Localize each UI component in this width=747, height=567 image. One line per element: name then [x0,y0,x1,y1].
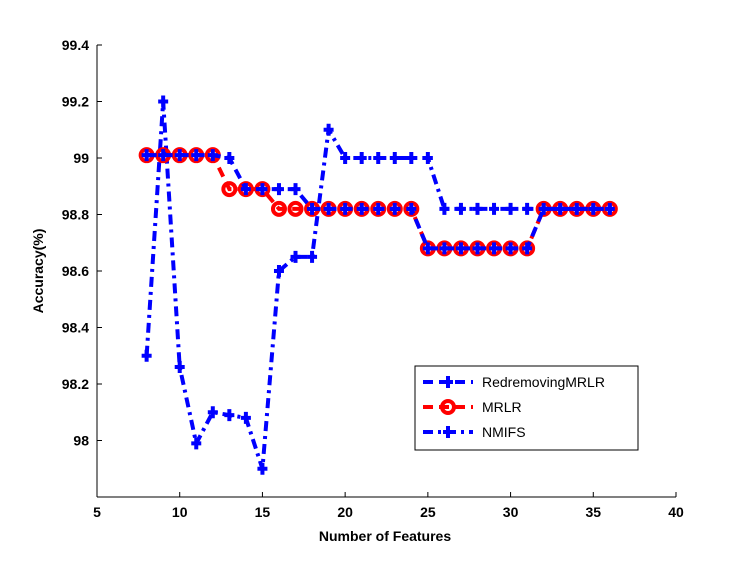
data-point [323,123,334,136]
y-tick-label: 98.2 [62,376,89,392]
data-point [588,202,599,215]
data-point [207,406,218,419]
data-point [323,202,334,215]
data-point [307,202,318,215]
data-point [221,181,238,198]
data-point [273,183,284,196]
data-point [158,95,169,108]
data-point [257,183,268,196]
data-point [439,242,450,255]
x-axis-label: Number of Features [319,528,451,544]
data-point [604,202,615,215]
legend-label: MRLR [482,399,522,415]
data-point [356,152,367,164]
legend-label: RedremovingMRLR [482,374,605,390]
y-tick-label: 98.6 [62,263,89,279]
data-point [406,202,417,215]
legend-label: NMIFS [482,424,526,440]
data-point [406,152,417,164]
data-point [340,202,351,215]
data-point [287,200,304,217]
data-point [224,152,235,164]
data-point [191,149,202,162]
series-redremovingmrlr [141,149,615,255]
data-point [141,149,152,162]
y-tick-label: 99 [73,150,89,166]
data-point [158,149,169,162]
data-point [290,250,301,263]
data-point [307,250,318,263]
data-point [555,202,566,215]
data-point [373,202,384,215]
data-point [389,202,400,215]
y-tick-label: 99.2 [62,94,89,110]
data-point [489,242,500,255]
data-point [472,202,483,215]
series-mrlr [138,147,618,257]
data-point [389,152,400,164]
y-tick-label: 99.4 [62,37,89,53]
x-tick-label: 30 [503,504,519,520]
x-tick-label: 15 [255,504,271,520]
legend-marker [443,376,453,388]
data-point [522,242,533,255]
legend-marker [440,399,456,415]
data-point [141,349,152,362]
x-tick-label: 20 [337,504,353,520]
y-tick-label: 98 [73,433,89,449]
x-tick-label: 35 [585,504,601,520]
y-tick-label: 98.8 [62,207,89,223]
y-axis-label: Accuracy(%) [30,229,46,314]
data-point [224,409,235,422]
legend: RedremovingMRLR MRLR NMIFS [414,365,639,451]
data-point [439,202,450,215]
data-point [422,242,433,255]
legend-marker [443,426,453,438]
data-point [273,265,284,277]
data-point [522,202,533,215]
data-point [207,149,218,162]
data-point [455,242,466,255]
data-point [270,200,287,217]
data-point [489,202,500,215]
data-point [505,202,516,215]
data-point [240,411,251,424]
legend-item: NMIFS [423,424,526,440]
x-tick-label: 25 [420,504,436,520]
axes: 5 10 15 20 25 30 35 40 98 98.2 98.4 98.6 98.8 99 99.2 9… [62,37,684,520]
data-point [373,152,384,164]
data-point [455,202,466,215]
data-point [422,152,433,164]
legend-item: RedremovingMRLR [423,374,605,390]
data-point [505,242,516,255]
data-point [472,242,483,255]
x-tick-label: 10 [172,504,188,520]
legend-item: MRLR [423,399,522,415]
x-tick-label: 5 [93,504,101,520]
data-point [538,202,549,215]
series-group [138,95,618,475]
data-point [240,183,251,196]
data-point [290,183,301,196]
data-point [571,202,582,215]
data-point [257,462,268,475]
data-point [356,202,367,215]
data-point [340,152,351,164]
y-tick-label: 98.4 [62,320,89,336]
x-tick-label: 40 [668,504,684,520]
data-point [191,437,202,450]
data-point [174,149,185,162]
data-point [174,361,185,374]
